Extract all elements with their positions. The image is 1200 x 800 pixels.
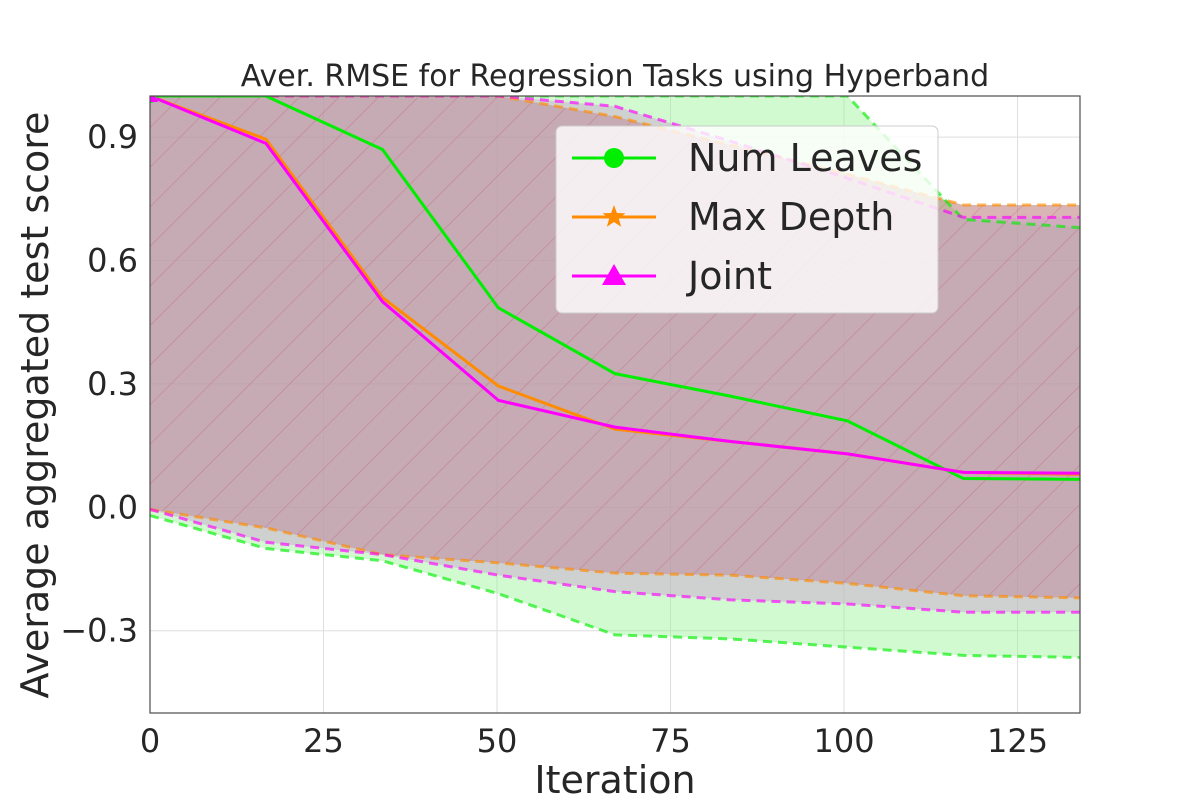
legend-box bbox=[555, 125, 939, 314]
marker-joint bbox=[150, 96, 158, 102]
x-tick-label: 50 bbox=[477, 722, 518, 760]
x-tick-labels: 0 25 50 75 100 125 bbox=[140, 722, 1048, 760]
y-tick-labels: −0.3 0.0 0.3 0.6 0.9 bbox=[60, 118, 138, 650]
chart-title: Aver. RMSE for Regression Tasks using Hy… bbox=[241, 59, 989, 94]
x-axis-label: Iteration bbox=[534, 758, 695, 800]
legend-label-joint: Joint bbox=[686, 254, 772, 298]
y-tick-label: 0.3 bbox=[87, 365, 138, 403]
plot-frame bbox=[149, 95, 1081, 714]
y-tick-label: 0.9 bbox=[87, 118, 138, 156]
legend-marker-max-depth bbox=[602, 205, 626, 227]
lower-bound-max-depth bbox=[150, 507, 1080, 600]
line-num-leaves bbox=[150, 96, 1080, 481]
x-tick-label: 125 bbox=[987, 722, 1048, 760]
legend: Num Leaves Max Depth Joint bbox=[555, 125, 939, 314]
x-tick-label: 25 bbox=[303, 722, 344, 760]
y-tick-label: −0.3 bbox=[60, 612, 138, 650]
x-tick-label: 75 bbox=[650, 722, 691, 760]
x-tick-label: 0 bbox=[140, 722, 160, 760]
y-axis-label: Average aggregated test score bbox=[13, 112, 57, 699]
lower-bound-num-leaves bbox=[150, 514, 1080, 659]
x-tick-label: 100 bbox=[813, 722, 874, 760]
upper-bound-joint bbox=[150, 96, 1080, 219]
y-tick-label: 0.6 bbox=[87, 242, 138, 280]
legend-label-num-leaves: Num Leaves bbox=[688, 136, 922, 180]
y-tick-label: 0.0 bbox=[87, 488, 138, 526]
lower-bound-joint bbox=[150, 507, 1080, 614]
legend-marker-joint bbox=[602, 264, 626, 285]
legend-marker-num-leaves bbox=[604, 148, 624, 168]
line-joint bbox=[150, 96, 1080, 475]
legend-label-max-depth: Max Depth bbox=[688, 195, 894, 239]
